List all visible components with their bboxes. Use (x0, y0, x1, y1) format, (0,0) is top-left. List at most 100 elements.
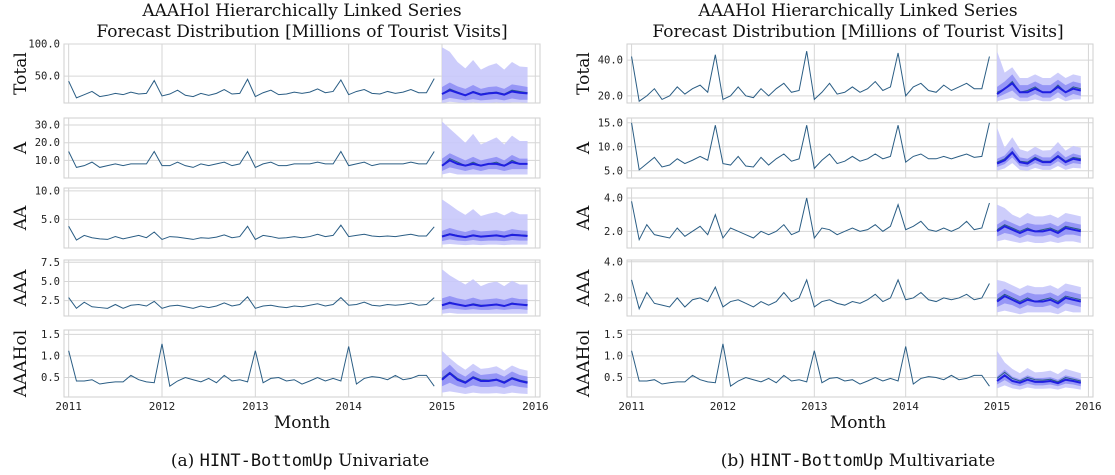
subplot-aa: 5.0 10.0 AA (11, 185, 541, 249)
history-line (631, 197, 990, 242)
x-tick-label: 2016 (522, 400, 549, 413)
forecast-band-inner (442, 153, 528, 171)
y-tick-label: 1.0 (604, 350, 623, 362)
x-tick-label: 2013 (801, 400, 828, 413)
x-tick-label: 2012 (710, 400, 737, 413)
x-tick-label: 2011 (55, 400, 82, 413)
forecast-median-line (996, 225, 1082, 235)
forecast-median-line (441, 89, 528, 97)
x-tick-label: 2016 (1075, 400, 1102, 413)
y-tick-label: 20.0 (35, 137, 60, 149)
forecast-median-line (996, 374, 1082, 385)
y-tick-label: 50.0 (35, 71, 60, 83)
y-axis-label: AA (11, 205, 31, 231)
y-axis-label: Total (574, 52, 594, 95)
x-tick-label: 2015 (984, 400, 1011, 413)
history-line (631, 122, 990, 171)
forecast-band-inner (997, 146, 1081, 167)
y-axis-label: A (574, 141, 594, 155)
subplot-a: 10.0 20.0 30.0 A (11, 117, 541, 179)
subplot-total: 20.0 40.0 Total (574, 43, 1094, 104)
chart-title-line2: Forecast Distribution [Millions of Touri… (96, 22, 507, 42)
x-tick-label: 2014 (335, 400, 362, 413)
y-axis-label: AAAHol (574, 330, 594, 398)
caption-prefix: (a) (171, 451, 200, 471)
x-tick-label: 2012 (149, 400, 176, 413)
subfigure-caption: (b) HINT-BottomUp Multivariate (721, 451, 995, 471)
history-line (68, 224, 435, 241)
subplot-aaahol: 0.5 1.0 1.5 AAAHol (11, 329, 541, 398)
y-tick-label: 0.5 (41, 372, 60, 384)
y-axis-label: AAA (11, 269, 31, 308)
x-tick-label: 2011 (618, 400, 645, 413)
chart-title-line1: AAAHol Hierarchically Linked Series (141, 1, 461, 21)
history-line (631, 51, 990, 103)
caption-method: HINT-BottomUp (750, 451, 883, 471)
history-line (68, 343, 435, 388)
forecast-band-inner (997, 288, 1081, 309)
history-line (631, 343, 990, 388)
subplot-aaa: 2.0 4.0 AAA (574, 256, 1094, 317)
y-tick-label: 10.0 (598, 141, 623, 153)
y-tick-label: 15.0 (598, 117, 623, 129)
y-tick-label: 20.0 (598, 90, 623, 102)
y-tick-label: 4.0 (604, 256, 623, 268)
subfigure-caption: (a) HINT-BottomUp Univariate (171, 451, 429, 471)
panel-a: AAAHol Hierarchically Linked SeriesForec… (11, 1, 549, 471)
actual-line (996, 371, 1081, 383)
y-axis-label: AAAHol (11, 330, 31, 398)
y-tick-label: 1.5 (604, 329, 623, 341)
subplot-aa: 2.0 4.0 AA (574, 187, 1094, 249)
forecast-band-inner (997, 219, 1081, 238)
x-axis-label: Month (274, 413, 330, 433)
y-axis-label: AAA (574, 269, 594, 308)
caption-method: HINT-BottomUp (200, 451, 333, 471)
caption-suffix: Univariate (333, 451, 429, 471)
forecast-band-inner (442, 82, 528, 101)
history-line (68, 150, 435, 169)
y-tick-label: 4.0 (604, 193, 623, 205)
history-line (631, 278, 990, 311)
y-tick-label: 100.0 (28, 39, 60, 51)
y-tick-label: 1.0 (41, 350, 60, 362)
y-axis-label: A (11, 141, 31, 155)
forecast-median-line (441, 159, 528, 167)
y-tick-label: 10.0 (35, 155, 60, 167)
y-tick-label: 5.0 (41, 214, 60, 226)
y-tick-label: 5.0 (41, 276, 60, 288)
chart-title-line1: AAAHol Hierarchically Linked Series (697, 1, 1017, 21)
y-tick-label: 1.5 (41, 329, 60, 341)
subplot-aaahol: 0.5 1.0 1.5 AAAHol (574, 329, 1094, 398)
y-tick-label: 7.5 (41, 257, 60, 269)
forecast-median-line (441, 371, 528, 384)
forecast-median-line (441, 301, 528, 308)
forecast-median-line (996, 151, 1082, 165)
panel-b: AAAHol Hierarchically Linked SeriesForec… (574, 1, 1102, 471)
chart-title-line2: Forecast Distribution [Millions of Touri… (652, 22, 1063, 42)
y-tick-label: 5.0 (604, 165, 623, 177)
subplot-a: 5.0 10.0 15.0 A (574, 117, 1094, 179)
y-tick-label: 0.5 (604, 372, 623, 384)
y-tick-label: 2.0 (604, 292, 623, 304)
forecast-median-line (441, 233, 528, 239)
history-line (68, 78, 435, 99)
forecast-median-line (996, 294, 1082, 305)
x-axis-label: Month (830, 413, 886, 433)
subplot-aaa: 2.5 5.0 7.5 AAA (11, 257, 541, 317)
x-tick-label: 2013 (242, 400, 269, 413)
y-tick-label: 10.0 (35, 185, 60, 197)
history-line (68, 296, 435, 310)
forecast-median-line (996, 81, 1082, 95)
y-axis-label: Total (11, 52, 31, 95)
y-tick-label: 40.0 (598, 55, 623, 67)
forecast-band-inner (997, 74, 1081, 98)
caption-prefix: (b) (721, 451, 751, 471)
caption-suffix: Multivariate (883, 451, 995, 471)
y-tick-label: 2.5 (41, 295, 60, 307)
y-tick-label: 2.0 (604, 226, 623, 238)
y-tick-label: 30.0 (35, 120, 60, 132)
x-tick-label: 2014 (892, 400, 919, 413)
y-axis-label: AA (574, 205, 594, 231)
